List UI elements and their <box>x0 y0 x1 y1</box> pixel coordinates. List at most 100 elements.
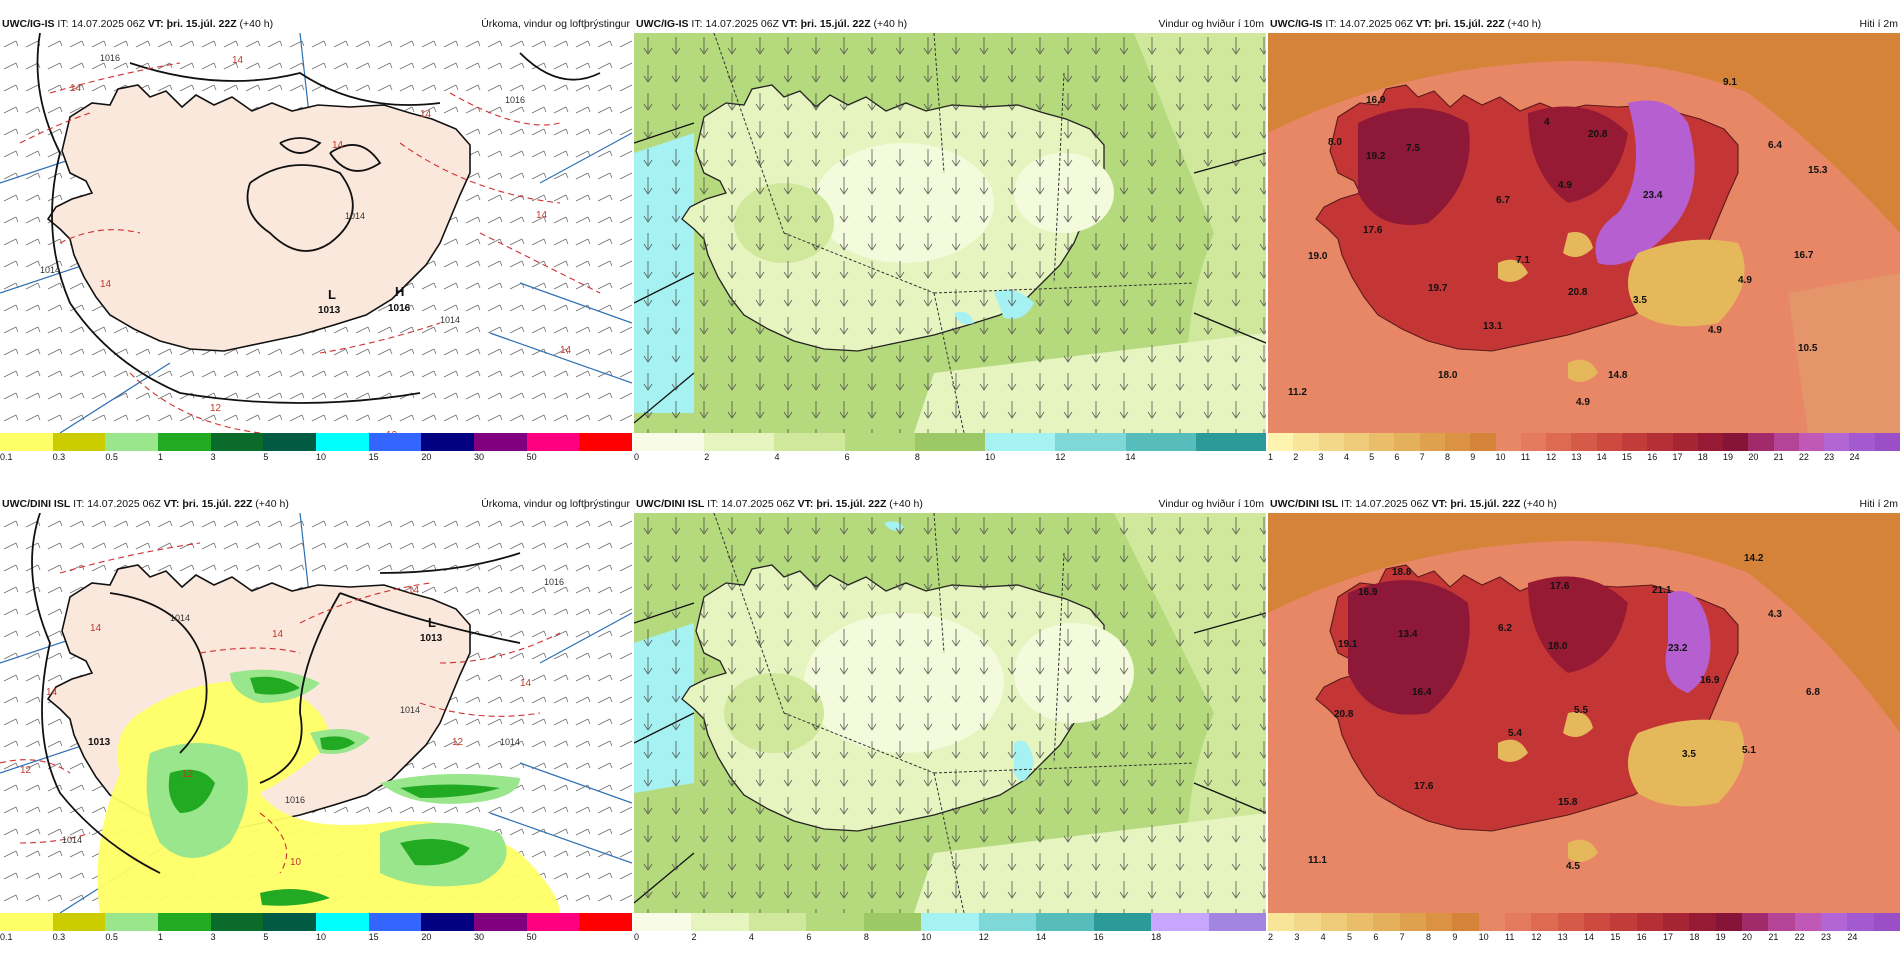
low-center-value: 1013 <box>318 305 341 316</box>
colorbar-tick-label: 15 <box>368 932 379 942</box>
colorbar-swatch <box>1208 913 1266 931</box>
colorbar-tick-label: 3 <box>1318 452 1324 462</box>
colorbar-swatch <box>105 433 159 451</box>
colorbar-tick-label: 8 <box>1444 452 1450 462</box>
map-area[interactable]: 16.9 8.0 19.2 7.5 4 20.8 9.1 6.4 15.3 6.… <box>1268 33 1900 433</box>
colorbar-tick-label: 14 <box>1036 932 1047 942</box>
colorbar-swatch <box>863 913 922 931</box>
colorbar-swatch <box>1557 913 1584 931</box>
colorbar-swatch <box>1346 913 1374 931</box>
colorbar-tick-label: 6 <box>1394 452 1400 462</box>
valid-prefix: VT: <box>1415 18 1432 30</box>
colorbar-swatch <box>421 913 475 931</box>
colorbar-swatch <box>368 433 422 451</box>
colorbar-swatch <box>985 433 1056 451</box>
temp-label: 4.3 <box>1768 609 1782 620</box>
colorbar-swatch <box>1195 433 1266 451</box>
isobars <box>36 33 601 404</box>
colorbar-swatch <box>1849 433 1875 451</box>
panel-header: UWC/DINI ISL IT: 14.07.2025 06Z VT: þri.… <box>634 496 1266 512</box>
thickness-label: 14 <box>90 623 102 634</box>
colorbar-swatch <box>1268 433 1294 451</box>
isobar-label: 1014 <box>440 315 460 325</box>
issue-time: 14.07.2025 06Z <box>71 18 145 30</box>
temp-label: 4.9 <box>1738 275 1752 286</box>
colorbar-swatch <box>1689 913 1716 931</box>
temp-label: 20.8 <box>1568 287 1588 298</box>
temperature-map: 16.9 8.0 19.2 7.5 4 20.8 9.1 6.4 15.3 6.… <box>1268 33 1900 433</box>
temperature-colorbar-ticks: 1 2 3 4 5 6 7 8 9 10 11 12 13 14 15 16 17 18 19 20 21 22 23 24 <box>1268 452 1900 464</box>
colorbar-tick-label: 6 <box>1373 932 1379 942</box>
colorbar-swatch <box>1495 433 1521 451</box>
thickness-label: 14 <box>420 109 432 120</box>
colorbar-swatch <box>210 913 264 931</box>
colorbar-tick-label: 0.3 <box>52 452 66 462</box>
map-area[interactable] <box>634 513 1266 913</box>
colorbar-swatch <box>1093 913 1152 931</box>
colorbar-swatch <box>1723 433 1749 451</box>
temp-label: 15.3 <box>1808 165 1828 176</box>
lead-time: (+40 h) <box>1507 18 1542 30</box>
map-area[interactable]: L 1013 1013 1016 1014 1014 1014 1014 101… <box>0 513 632 913</box>
colorbar-swatch <box>1452 913 1479 931</box>
colorbar-swatch <box>1419 433 1445 451</box>
colorbar-tick-label: 6 <box>844 452 850 462</box>
valid-prefix: VT: <box>781 18 798 30</box>
colorbar-swatch <box>1768 913 1795 931</box>
issue-time: 14.07.2025 06Z <box>1355 498 1429 510</box>
valid-time: þri. 15.júl. 22Z <box>800 18 871 30</box>
colorbar-swatch <box>1268 913 1295 931</box>
precip-colorbar <box>0 433 633 451</box>
temp-label: 4.5 <box>1566 861 1580 872</box>
isobar-label: 1016 <box>100 53 120 63</box>
colorbar-tick-label: 5 <box>263 932 269 942</box>
colorbar-tick-label: 21 <box>1768 932 1779 942</box>
colorbar-tick-label: 4 <box>748 932 754 942</box>
colorbar-swatch <box>1672 433 1698 451</box>
valid-time: þri. 15.júl. 22Z <box>816 498 887 510</box>
colorbar-swatch <box>316 433 369 451</box>
colorbar-tick-label: 20 <box>1742 932 1753 942</box>
colorbar-tick-label: 11 <box>1520 452 1531 462</box>
colorbar-swatch <box>1748 433 1774 451</box>
wind-colorbar <box>634 913 1266 931</box>
colorbar-swatch <box>1621 433 1648 451</box>
temp-label: 19.2 <box>1366 151 1386 162</box>
colorbar-swatch <box>1697 433 1724 451</box>
temp-label: 23.4 <box>1643 190 1663 201</box>
map-area[interactable]: L 1013 H 1016 1016 1014 1016 1014 1014 1… <box>0 33 632 433</box>
thickness-label: 14 <box>70 83 82 94</box>
temp-label: 14.8 <box>1608 370 1628 381</box>
model-name: UWC/IG-IS <box>1270 18 1323 30</box>
colorbar-tick-label: 4 <box>1320 932 1326 942</box>
temp-label: 7.1 <box>1516 255 1530 266</box>
temp-label: 16.9 <box>1700 675 1720 686</box>
colorbar-swatch <box>1294 913 1321 931</box>
temp-label: 7.5 <box>1406 143 1420 154</box>
colorbar-tick-label: 18 <box>1151 932 1162 942</box>
map-area[interactable]: 16.9 18.8 14.2 17.6 21.1 4.3 6.2 19.1 13… <box>1268 513 1900 913</box>
issue-time: 14.07.2025 06Z <box>721 498 795 510</box>
issue-prefix: IT: <box>57 18 69 30</box>
colorbar-tick-label: 24 <box>1847 932 1858 942</box>
temp-label: 5.5 <box>1574 705 1588 716</box>
colorbar-tick-label: 18 <box>1689 932 1700 942</box>
temp-label: 9.1 <box>1723 77 1737 88</box>
precip-colorbar <box>0 913 633 931</box>
thickness-label: 12 <box>452 737 464 748</box>
colorbar-tick-label: 5 <box>1347 932 1353 942</box>
temp-label: 13.1 <box>1483 321 1503 332</box>
temp-label: 23.2 <box>1668 643 1688 654</box>
colorbar-swatch <box>0 433 53 451</box>
temp-label: 19.1 <box>1338 639 1358 650</box>
colorbar-tick-label: 23 <box>1824 452 1835 462</box>
colorbar-tick-label: 1 <box>158 452 164 462</box>
colorbar-tick-label: 0.3 <box>52 932 66 942</box>
colorbar-tick-label: 15 <box>1610 932 1621 942</box>
valid-prefix: VT: <box>1431 498 1448 510</box>
map-area[interactable] <box>634 33 1266 433</box>
colorbar-swatch <box>1773 433 1799 451</box>
temp-label: 16.9 <box>1366 95 1386 106</box>
panel-igis-temperature: UWC/IG-IS IT: 14.07.2025 06Z VT: þri. 15… <box>1268 16 1900 476</box>
colorbar-swatch <box>1318 433 1344 451</box>
